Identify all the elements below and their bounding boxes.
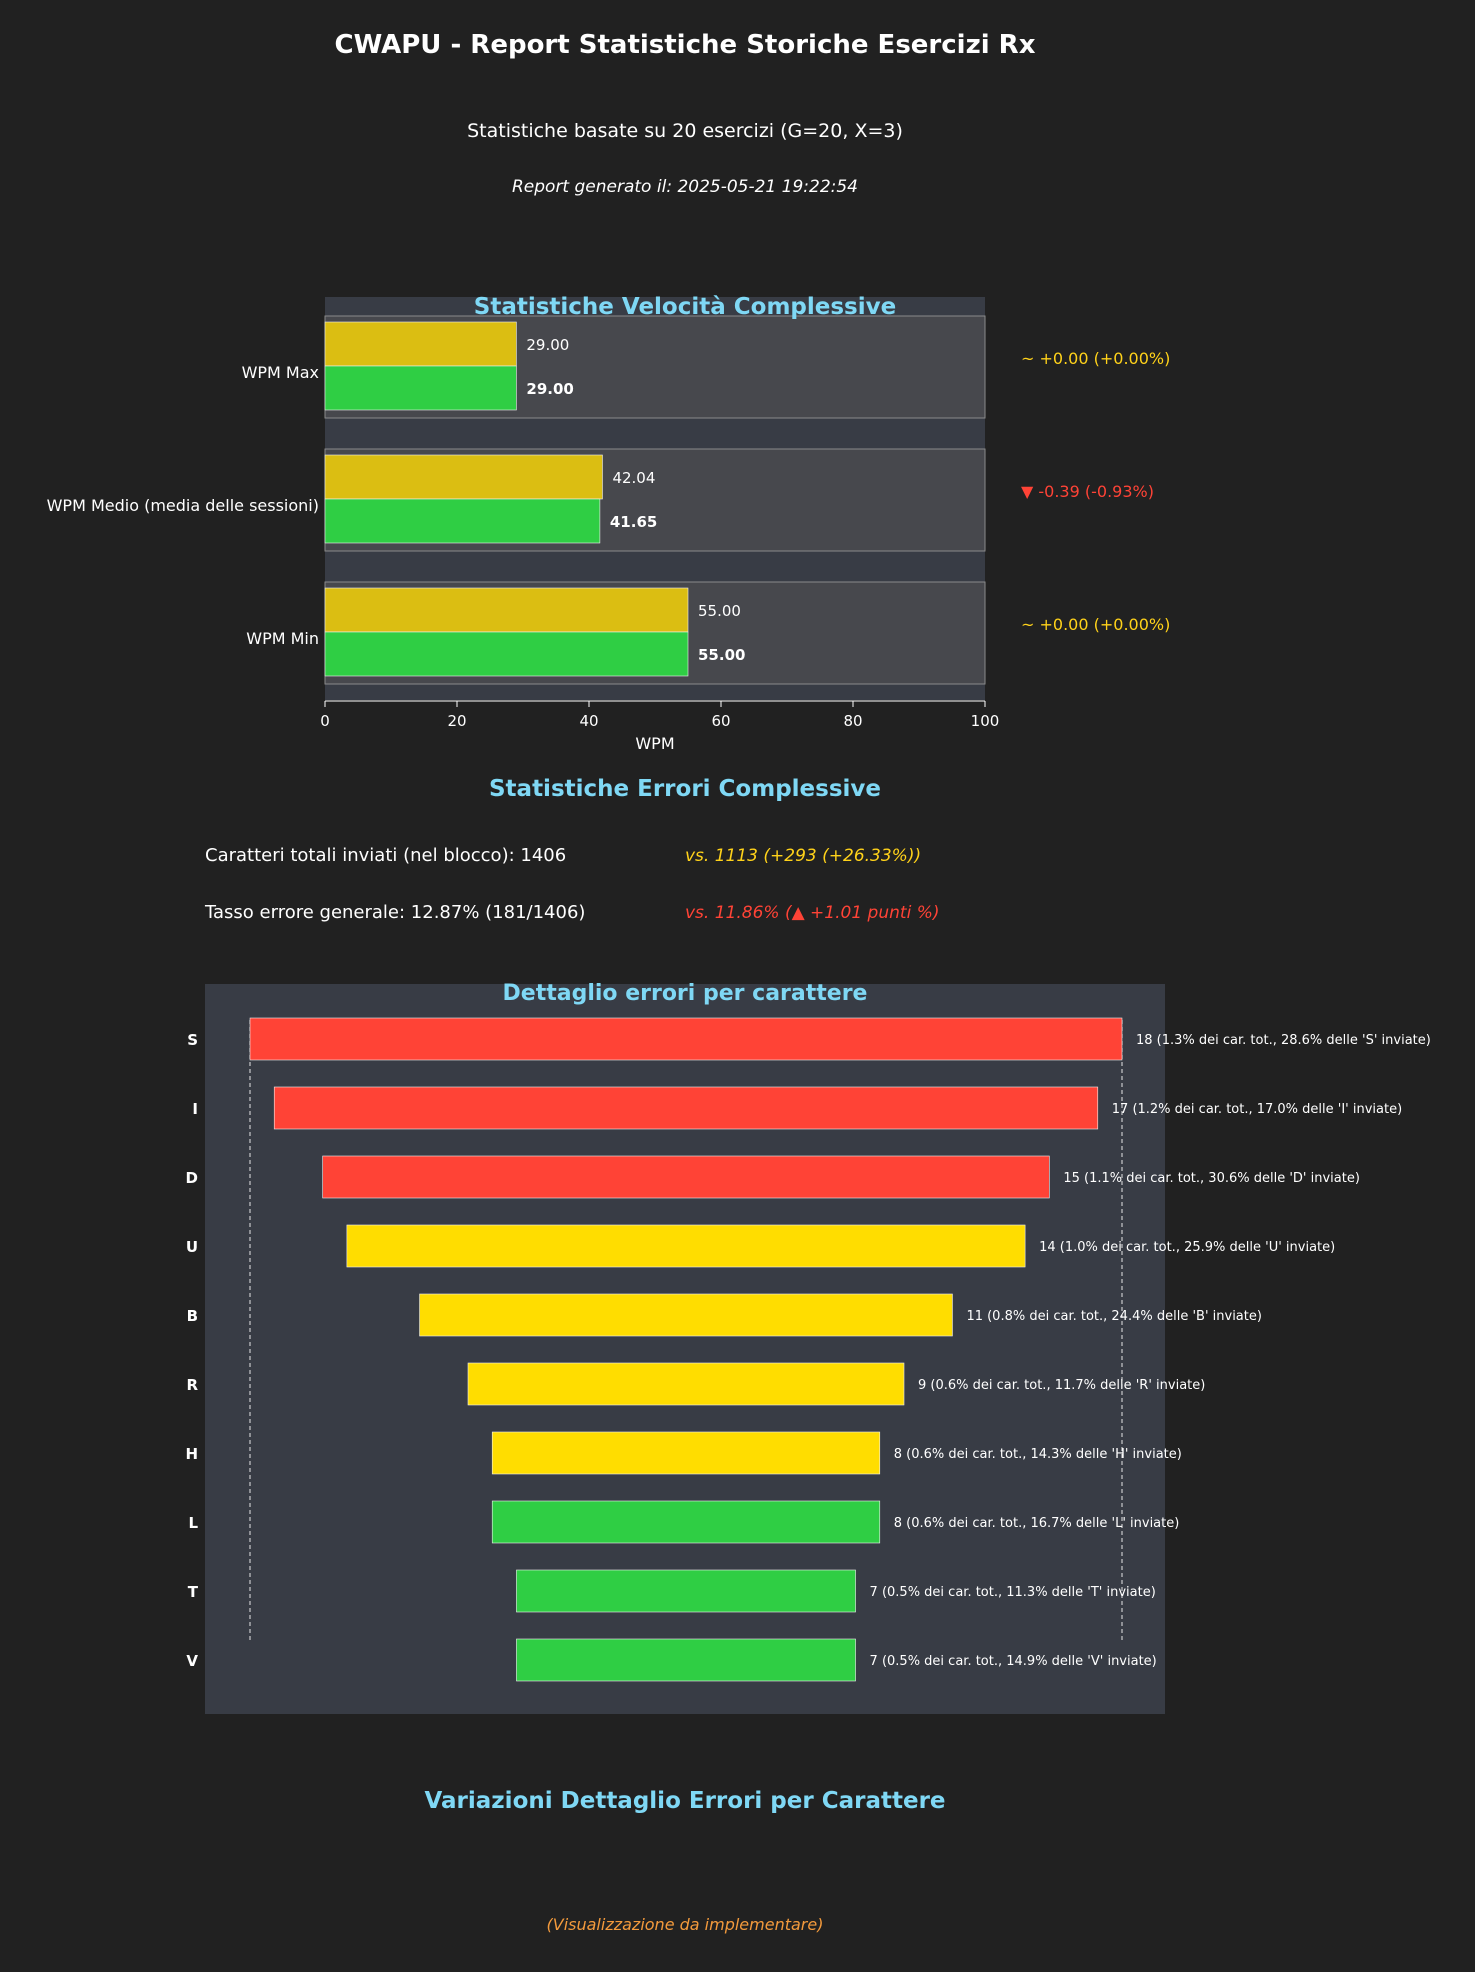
char-error-bar (516, 1638, 856, 1682)
speed-bar-value-label: 29.00 (526, 380, 573, 398)
speed-x-axis-label: WPM (635, 734, 674, 753)
char-error-bar (419, 1293, 953, 1337)
char-category-label: U (186, 1238, 198, 1256)
speed-x-tick-label: 60 (711, 712, 730, 730)
char-category-label: B (187, 1307, 198, 1325)
page-subtitle: Statistiche basate su 20 esercizi (G=20,… (467, 120, 903, 142)
speed-chart: WPM Max 29.00 29.00 ~ +0.00 (+0.00%) WPM Med… (47, 294, 1171, 753)
char-error-bar (491, 1500, 881, 1544)
page-title: CWAPU - Report Statistiche Storiche Eser… (334, 30, 1036, 60)
char-errors-chart-title: Dettaglio errori per carattere (503, 981, 868, 1006)
char-error-value-label: 14 (1.0% dei car. tot., 25.9% delle 'U' … (1039, 1240, 1335, 1255)
speed-bar-value-label: 29.00 (526, 336, 569, 354)
char-error-value-label: 18 (1.3% dei car. tot., 28.6% delle 'S' … (1136, 1033, 1431, 1048)
char-error-bar (346, 1224, 1026, 1268)
char-category-label: H (185, 1445, 198, 1463)
char-error-value-label: 15 (1.1% dei car. tot., 30.6% delle 'D' … (1063, 1171, 1360, 1186)
speed-bar-value-label: 41.65 (610, 513, 657, 531)
char-error-bar (273, 1086, 1099, 1130)
char-error-bar (249, 1017, 1123, 1061)
speed-bar (324, 498, 601, 544)
errors-section-title: Statistiche Errori Complessive (488, 776, 882, 802)
char-category-label: L (188, 1514, 198, 1532)
char-category-label: S (187, 1031, 198, 1049)
speed-delta-label: ~ +0.00 (+0.00%) (1021, 349, 1170, 368)
char-errors-chart: S 18 (1.3% dei car. tot., 28.6% delle 'S'… (185, 981, 1431, 1714)
char-error-value-label: 11 (0.8% dei car. tot., 24.4% delle 'B' … (966, 1309, 1262, 1324)
variations-section-title: Variazioni Dettaglio Errori per Caratter… (424, 1788, 946, 1814)
char-error-value-label: 9 (0.6% dei car. tot., 11.7% delle 'R' i… (918, 1378, 1205, 1393)
char-category-label: D (186, 1169, 198, 1187)
speed-x-tick-label: 40 (579, 712, 598, 730)
char-error-bar (322, 1155, 1050, 1199)
generated-timestamp: Report generato il: 2025-05-21 19:22:54 (511, 177, 858, 197)
chars-sent-text: Caratteri totali inviati (nel blocco): 1… (205, 845, 567, 866)
error-rate-text: Tasso errore generale: 12.87% (181/1406) (205, 902, 586, 923)
speed-bar-value-label: 55.00 (698, 602, 741, 620)
speed-bar-value-label: 42.04 (612, 469, 655, 487)
error-rate-comparison: vs. 11.86% (▲ +1.01 punti %) (685, 903, 940, 923)
speed-category-label: WPM Medio (media delle sessioni) (47, 496, 319, 515)
speed-chart-title: Statistiche Velocità Complessive (474, 294, 896, 320)
speed-x-tick-label: 100 (971, 712, 1000, 730)
char-error-value-label: 7 (0.5% dei car. tot., 11.3% delle 'T' i… (870, 1585, 1156, 1600)
char-category-label: R (186, 1376, 198, 1394)
char-error-value-label: 8 (0.6% dei car. tot., 14.3% delle 'H' i… (894, 1447, 1182, 1462)
speed-bar (324, 587, 689, 633)
char-error-value-label: 17 (1.2% dei car. tot., 17.0% delle 'I' … (1112, 1102, 1402, 1117)
char-error-bar (491, 1431, 881, 1475)
char-error-bar (467, 1362, 905, 1406)
chars-sent-comparison: vs. 1113 (+293 (+26.33%)) (685, 846, 922, 866)
speed-x-tick-label: 80 (843, 712, 862, 730)
char-error-bar (516, 1569, 856, 1613)
speed-category-label: WPM Min (246, 629, 319, 648)
speed-x-tick-label: 0 (320, 712, 330, 730)
variations-placeholder: (Visualizzazione da implementare) (546, 1915, 824, 1934)
speed-delta-label: ~ +0.00 (+0.00%) (1021, 615, 1170, 634)
char-category-label: I (192, 1100, 198, 1118)
speed-bar (324, 454, 603, 500)
speed-category-label: WPM Max (242, 363, 319, 382)
char-error-value-label: 8 (0.6% dei car. tot., 16.7% delle 'L' i… (894, 1516, 1180, 1531)
speed-bar (324, 631, 689, 677)
speed-bar (324, 365, 517, 411)
speed-bar-value-label: 55.00 (698, 646, 745, 664)
char-error-value-label: 7 (0.5% dei car. tot., 14.9% delle 'V' i… (870, 1654, 1157, 1669)
char-category-label: T (188, 1583, 199, 1601)
speed-delta-label: ▼ -0.39 (-0.93%) (1021, 482, 1154, 501)
char-category-label: V (186, 1652, 198, 1670)
speed-x-tick-label: 20 (447, 712, 466, 730)
speed-bar (324, 321, 517, 367)
